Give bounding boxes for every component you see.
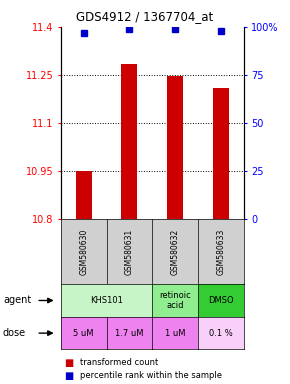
Text: 1.7 uM: 1.7 uM (115, 329, 144, 338)
Bar (76, 171, 92, 219)
Text: ■: ■ (64, 358, 73, 368)
Text: agent: agent (3, 295, 31, 306)
Text: 1 uM: 1 uM (165, 329, 185, 338)
Text: transformed count: transformed count (80, 358, 158, 367)
Text: 0.1 %: 0.1 % (209, 329, 233, 338)
Text: GDS4912 / 1367704_at: GDS4912 / 1367704_at (76, 10, 214, 23)
Text: KHS101: KHS101 (90, 296, 123, 305)
Text: GSM580632: GSM580632 (171, 228, 180, 275)
Text: DMSO: DMSO (208, 296, 233, 305)
Bar (213, 88, 229, 219)
Text: dose: dose (3, 328, 26, 338)
Text: GSM580631: GSM580631 (125, 228, 134, 275)
Text: GSM580630: GSM580630 (79, 228, 88, 275)
Text: GSM580633: GSM580633 (216, 228, 225, 275)
Text: 5 uM: 5 uM (73, 329, 94, 338)
Text: percentile rank within the sample: percentile rank within the sample (80, 371, 222, 380)
Text: ■: ■ (64, 371, 73, 381)
Bar (122, 64, 137, 219)
Bar (167, 76, 183, 219)
Text: retinoic
acid: retinoic acid (159, 291, 191, 310)
